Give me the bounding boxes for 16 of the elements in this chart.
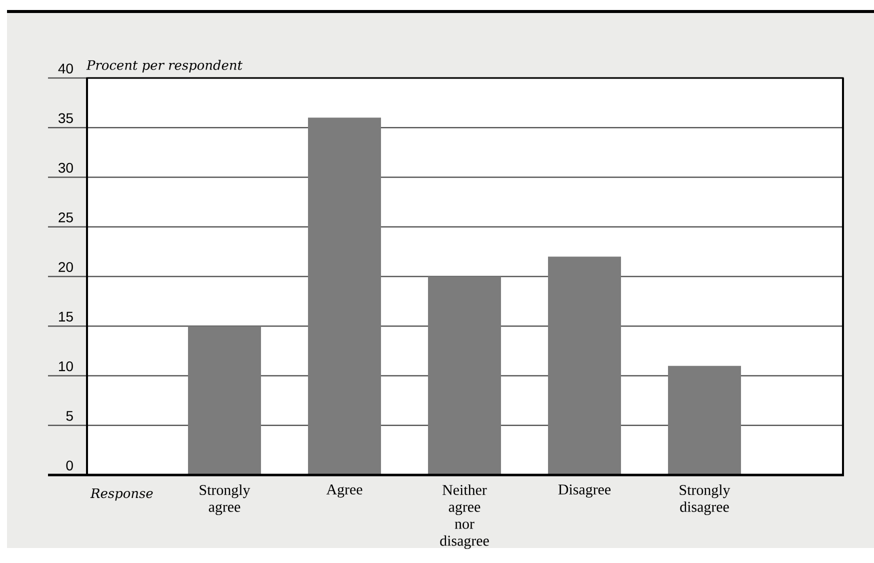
x-tick-label: Strongly agree xyxy=(200,484,250,516)
y-tick-label: 5 xyxy=(66,411,73,421)
y-tick-label: 30 xyxy=(58,162,73,173)
y-tick-label: 0 xyxy=(66,460,73,470)
y-tick-label: 25 xyxy=(58,212,73,222)
x-tick-label: Agree xyxy=(326,484,362,498)
y-axis-title: Procent per respondent xyxy=(86,60,243,72)
y-tick-label: 35 xyxy=(58,113,73,124)
x-tick-label: Strongly disagree xyxy=(680,484,730,516)
x-tick-label: Neither agree nor disagree xyxy=(440,484,489,549)
x-axis-title: Response xyxy=(90,488,153,501)
y-tick-label: 15 xyxy=(59,312,73,322)
y-tick-label: 40 xyxy=(58,64,73,74)
y-tick-label: 20 xyxy=(58,262,73,272)
x-tick-label: Disagree xyxy=(558,484,611,498)
y-tick-label: 10 xyxy=(59,361,73,372)
